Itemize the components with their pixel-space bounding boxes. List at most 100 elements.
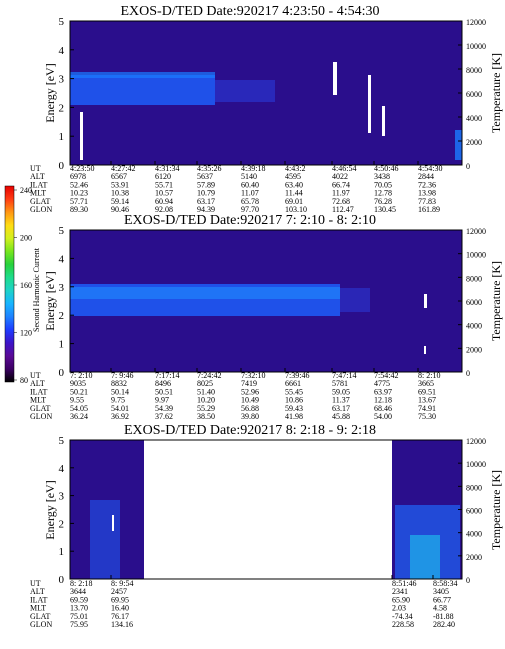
panel-3-ylabel: Energy [eV]: [43, 480, 57, 539]
colorbar-label: Second Harmonic Current: [32, 247, 41, 332]
orbit-value: 2.03: [392, 604, 406, 613]
orbit-row-label: ALT: [30, 379, 45, 388]
energy-tick-label: 4: [59, 463, 65, 475]
panel-2-y2label: Temperature [K]: [489, 261, 503, 341]
energy-tick-label: 0: [59, 160, 65, 172]
panel-3-y2label: Temperature [K]: [489, 470, 503, 550]
temperature-tick-label: 4000: [466, 322, 482, 331]
temperature-tick-label: 6000: [466, 90, 482, 99]
orbit-value: 37.62: [155, 412, 173, 421]
orbit-value: 7:39:46: [285, 371, 309, 380]
orbit-value: 10.86: [285, 396, 303, 405]
orbit-value: 7:47:14: [332, 371, 356, 380]
panel-1-temperature-trace: [368, 75, 371, 133]
orbit-value: 9.75: [111, 396, 125, 405]
orbit-value: 4:54:30: [418, 164, 442, 173]
energy-tick-label: 4: [59, 45, 65, 57]
orbit-row-label: UT: [30, 371, 41, 380]
orbit-value: 4595: [285, 172, 301, 181]
panel-1-heatmap: [70, 62, 462, 160]
temperature-tick-label: 12000: [466, 18, 486, 27]
temperature-tick-label: 6000: [466, 298, 482, 307]
panel-2-temperature-trace: [424, 294, 427, 308]
panel-1-ylabel: Energy [eV]: [43, 63, 57, 122]
orbit-value: 63.97: [374, 387, 392, 396]
orbit-row-label: MLT: [30, 604, 46, 613]
orbit-value: 3665: [418, 379, 434, 388]
orbit-row-label: GLAT: [30, 197, 51, 206]
temperature-tick-label: 8000: [466, 66, 482, 75]
orbit-value: 8496: [155, 379, 171, 388]
orbit-value: 4:35:26: [197, 164, 221, 173]
orbit-value: 161.89: [418, 205, 440, 214]
orbit-value: 54.01: [111, 404, 129, 413]
energy-tick-label: 5: [59, 225, 65, 237]
temperature-tick-label: 10000: [466, 460, 486, 469]
energy-tick-label: 1: [59, 546, 65, 558]
orbit-value: 50.14: [111, 387, 129, 396]
orbit-value: 51.40: [197, 387, 215, 396]
orbit-value: 57.89: [197, 180, 215, 189]
panel-1-y2label: Temperature [K]: [489, 53, 503, 133]
energy-tick-label: 0: [59, 367, 65, 379]
orbit-value: 54.00: [374, 412, 392, 421]
colorbar-tick-label: 200: [20, 234, 32, 243]
orbit-value: 52.46: [70, 180, 88, 189]
panel-2-energy-band-fade: [340, 288, 370, 312]
temperature-tick-label: 12000: [466, 437, 486, 446]
orbit-value: 6661: [285, 379, 301, 388]
orbit-value: 57.71: [70, 197, 88, 206]
orbit-value: 66.74: [332, 180, 350, 189]
orbit-value: 10.23: [70, 189, 88, 198]
colorbar-tick-label: 160: [20, 281, 32, 290]
orbit-value: 4:39:18: [241, 164, 265, 173]
orbit-value: 41.98: [285, 412, 303, 421]
orbit-row-label: GLON: [30, 205, 52, 214]
orbit-value: 38.50: [197, 412, 215, 421]
orbit-row-label: ALT: [30, 172, 45, 181]
orbit-value: 8832: [111, 379, 127, 388]
temperature-tick-label: 4000: [466, 114, 482, 123]
panel-1-temperature-trace: [333, 62, 337, 95]
orbit-value: 11.37: [332, 396, 350, 405]
panel-2-ylabel: Energy [eV]: [43, 271, 57, 330]
energy-tick-label: 3: [59, 491, 65, 503]
orbit-value: 76.17: [111, 612, 129, 621]
orbit-value: 282.40: [433, 620, 455, 629]
orbit-value: 72.68: [332, 197, 350, 206]
orbit-value: 5781: [332, 379, 348, 388]
orbit-value: 7419: [241, 379, 257, 388]
panel-2-title: EXOS-D/TED Date:920217 7: 2:10 - 8: 2:10: [124, 213, 376, 228]
orbit-value: 10.57: [155, 189, 173, 198]
orbit-value: 63.40: [285, 180, 303, 189]
orbit-value: 76.28: [374, 197, 392, 206]
orbit-value: 4:43:2: [285, 164, 305, 173]
orbit-value: 6567: [111, 172, 127, 181]
orbit-value: 5140: [241, 172, 257, 181]
orbit-value: 59.14: [111, 197, 129, 206]
orbit-value: 7:24:42: [197, 371, 221, 380]
orbit-value: 7: 9:46: [111, 371, 133, 380]
panel-1-temperature-trace: [80, 112, 83, 160]
orbit-value: 5637: [197, 172, 213, 181]
orbit-value: 8:58:34: [433, 579, 457, 588]
orbit-value: 8: 2:10: [418, 371, 440, 380]
colorbar-ticks: 80 120 160 200 240: [14, 186, 32, 385]
panel-1-left-axis: 0 1 2 3 4 5: [59, 16, 74, 172]
orbit-value: 9035: [70, 379, 86, 388]
temperature-tick-label: 12000: [466, 227, 486, 236]
orbit-value: 6978: [70, 172, 86, 181]
orbit-value: 75.01: [70, 612, 88, 621]
panel-1-frame: [69, 20, 463, 166]
panel-3-energy-band: [90, 500, 120, 579]
panel-3-heatmap: [70, 440, 462, 579]
orbit-value: 69.95: [111, 595, 129, 604]
orbit-value: 56.88: [241, 404, 259, 413]
temperature-tick-label: 8000: [466, 483, 482, 492]
orbit-value: 10.49: [241, 396, 259, 405]
panel-3-frame: [69, 439, 463, 580]
orbit-value: 4022: [332, 172, 348, 181]
orbit-value: 13.67: [418, 396, 436, 405]
orbit-value: 228.58: [392, 620, 414, 629]
